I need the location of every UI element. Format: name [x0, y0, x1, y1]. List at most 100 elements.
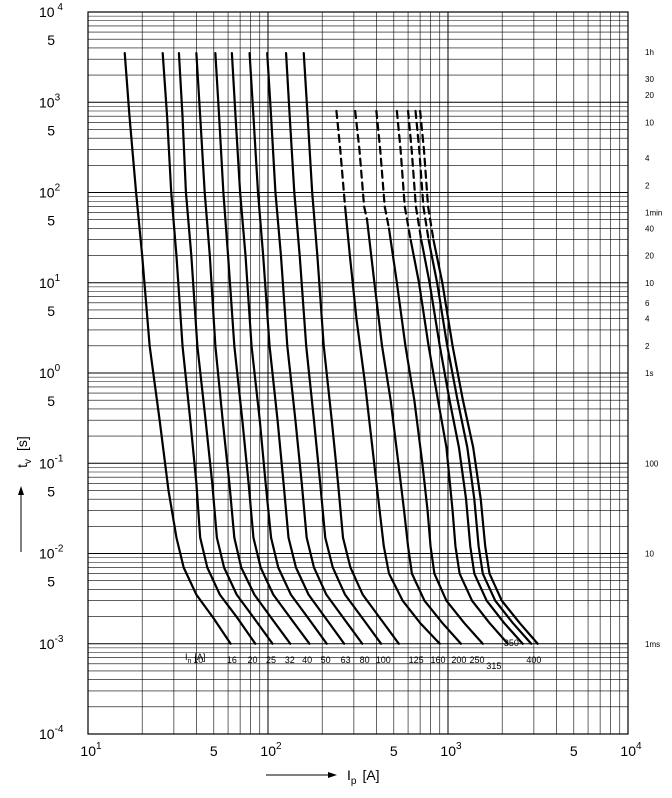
rating-label-50: 50 [321, 655, 331, 665]
svg-text:tv[s]: tv [s] [14, 436, 34, 468]
rating-label-16: 16 [227, 655, 237, 665]
rating-label-250: 250 [470, 655, 485, 665]
y-tick-label: 5 [47, 122, 55, 138]
right-time-label: 1h [645, 48, 654, 57]
y-tick-label: 5 [47, 483, 55, 499]
x-tick-label: 5 [390, 743, 398, 759]
rating-header-main: I [185, 652, 188, 662]
y-tick-label: 5 [47, 574, 55, 590]
y-axis-arrow [18, 486, 24, 552]
fuse-curve-32 [214, 52, 311, 645]
y-tick-label: 5 [47, 213, 55, 229]
y-axis-label-sub: v [23, 459, 34, 464]
fuse-curve-40 [230, 52, 328, 645]
right-time-label: 2 [645, 181, 650, 190]
right-time-labels: 1h 30 20 10 4 2 1min 40 20 10 6 4 2 1s 100 10 1ms [645, 48, 662, 649]
x-tick-label: 5 [570, 743, 578, 759]
y-tick-label: 10 4 [39, 2, 63, 20]
x-tick-labels: 101 5 102 5 103 5 104 [80, 741, 642, 759]
fuse-curve-350-dashed [414, 109, 430, 241]
fuse-curve-250 [409, 238, 509, 645]
y-tick-label: 101 [39, 273, 61, 291]
y-axis-label-main: t [14, 464, 30, 468]
fuse-curve-315-dashed [406, 109, 423, 241]
rating-label-20: 20 [247, 655, 257, 665]
x-axis-arrow [266, 772, 337, 778]
fuse-curve-350 [427, 238, 533, 645]
fuse-curve-400 [432, 238, 539, 645]
x-tick-label: 103 [440, 741, 462, 759]
x-axis-label: Ip [A] [347, 767, 380, 787]
right-time-label: 1min [645, 209, 662, 218]
fuse-curve-200 [387, 227, 484, 645]
y-axis-label-unit: [s] [14, 436, 30, 451]
right-time-label: 2 [645, 342, 650, 351]
y-tick-label: 5 [47, 32, 55, 48]
y-tick-label: 10-1 [39, 453, 64, 471]
y-tick-label: 100 [39, 363, 61, 381]
y-tick-label: 103 [39, 92, 61, 110]
rating-header-sub: n [188, 658, 192, 665]
x-axis-label-main: I [347, 767, 351, 783]
y-axis-label: tv [s] [14, 436, 34, 468]
grid-lines [87, 12, 628, 735]
right-time-label: 100 [645, 459, 659, 468]
right-time-label: 4 [645, 315, 650, 324]
rating-label-350: 350 [504, 638, 519, 648]
rating-label-63: 63 [341, 655, 351, 665]
right-time-label: 40 [645, 224, 654, 233]
rating-label-400: 400 [526, 655, 541, 665]
x-tick-label: 102 [260, 741, 282, 759]
rating-header-unit: [A] [194, 652, 205, 662]
rating-label-32: 32 [285, 655, 295, 665]
x-axis-label-sub: p [351, 776, 357, 787]
right-time-label: 6 [645, 299, 650, 308]
fuse-curve-50 [248, 52, 346, 645]
fuse-curve-250-dashed [395, 109, 412, 241]
x-tick-label: 104 [620, 741, 642, 759]
rating-label-80: 80 [360, 655, 370, 665]
y-tick-label: 10-4 [39, 724, 64, 742]
y-tick-label: 5 [47, 303, 55, 319]
x-tick-label: 5 [210, 743, 218, 759]
svg-text:In[A]: In [A] [185, 652, 205, 665]
y-tick-label: 102 [39, 183, 61, 201]
right-time-label: 10 [645, 118, 654, 127]
rating-label-125: 125 [409, 655, 424, 665]
x-axis-label-unit: [A] [362, 767, 379, 783]
rating-label-10: 10 [193, 655, 203, 665]
fuse-curve-20 [177, 52, 274, 645]
fuse-curve-160-dashed [354, 109, 369, 221]
svg-text:Ip[A]: Ip [A] [347, 767, 380, 787]
rating-label-315: 315 [486, 661, 501, 671]
fuse-curve-63 [266, 52, 364, 645]
y-tick-labels: 10 4 5 103 5 102 5 101 5 100 5 10-1 5 10-2 5 10-3 10-4 [39, 2, 64, 742]
rating-label-200: 200 [451, 655, 466, 665]
right-time-label: 20 [645, 252, 654, 261]
right-time-label: 10 [645, 279, 654, 288]
y-tick-label: 10-2 [39, 544, 64, 562]
fuse-curve-200-dashed [375, 109, 391, 230]
x-tick-label: 101 [80, 741, 102, 759]
fuse-curve-315 [420, 238, 524, 645]
fuse-curve-125-dashed [335, 109, 347, 208]
rating-label-25: 25 [266, 655, 276, 665]
fuse-curve-100 [302, 52, 400, 645]
fuse-curve-10 [123, 52, 232, 645]
fuse-curve-400-dashed [419, 109, 435, 241]
y-tick-label: 10-3 [39, 634, 64, 652]
right-time-label: 30 [645, 75, 654, 84]
right-time-label: 1s [645, 369, 653, 378]
y-tick-label: 5 [47, 393, 55, 409]
fuse-curves [123, 52, 539, 645]
rating-label-100: 100 [376, 655, 391, 665]
plot-frame [87, 11, 629, 735]
fuse-curve-25 [195, 52, 292, 645]
rating-header: In [A] [185, 652, 205, 665]
right-time-label: 20 [645, 91, 654, 100]
rating-label-40: 40 [302, 655, 312, 665]
right-time-label: 1ms [645, 640, 660, 649]
rating-label-160: 160 [430, 655, 445, 665]
